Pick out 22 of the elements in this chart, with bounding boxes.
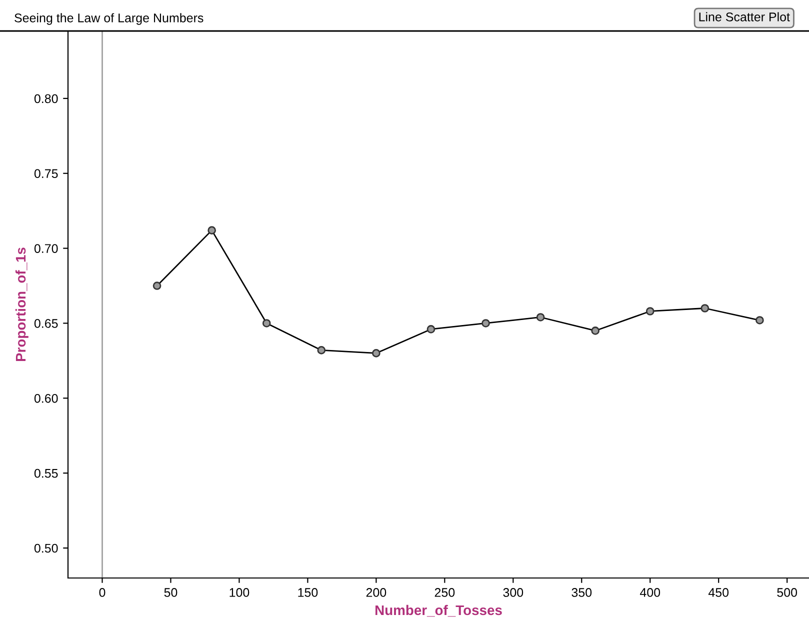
y-axis-title: Proportion_of_1s [15, 248, 28, 362]
x-tick-label: 450 [708, 588, 729, 597]
y-tick-label: 0.55 [34, 468, 58, 478]
chart-title: Seeing the Law of Large Numbers [14, 13, 204, 25]
x-tick-label: 200 [366, 588, 386, 597]
x-tick-label: 0 [99, 588, 106, 597]
x-tick-label: 300 [503, 588, 524, 597]
text: Line Scatter Plot [699, 12, 790, 22]
y-tick-label: 0.50 [34, 544, 58, 553]
y-tick-label: 0.65 [34, 319, 58, 328]
x-tick-label: 400 [640, 588, 660, 597]
x-tick-label: 150 [298, 588, 318, 597]
y-tick-label: 0.80 [34, 94, 58, 104]
y-tick-label: 0.75 [34, 169, 58, 178]
x-tick-label: 500 [777, 588, 798, 597]
x-tick-label: 350 [572, 588, 592, 597]
x-tick-label: 250 [434, 588, 455, 597]
x-tick-label: 100 [230, 588, 250, 597]
y-tick-label: 0.60 [34, 394, 58, 403]
x-tick-label: 50 [164, 588, 178, 597]
y-tick-label: 0.70 [34, 244, 58, 253]
x-axis-title: Number_of_Tosses [375, 604, 502, 617]
